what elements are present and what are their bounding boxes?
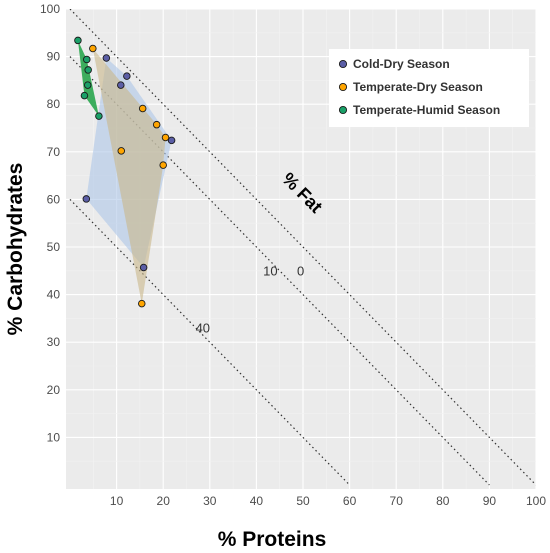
data-point <box>167 136 176 145</box>
data-point <box>138 299 146 308</box>
data-point <box>74 36 82 45</box>
legend-swatch <box>338 105 348 115</box>
data-point <box>138 104 147 113</box>
y-tick-label: 30 <box>47 335 61 349</box>
y-tick-label: 100 <box>40 2 60 16</box>
y-tick-label: 70 <box>47 145 61 159</box>
y-tick-label: 60 <box>47 192 61 206</box>
legend-swatch <box>338 82 348 92</box>
data-point <box>139 263 148 272</box>
x-tick-labels: 10 20 30 40 50 60 70 80 90 100 <box>110 494 546 508</box>
hull-2 <box>92 48 166 304</box>
y-tick-labels: 10 20 30 40 50 60 70 80 90 100 <box>40 2 60 444</box>
y-axis-title: % Carbohydrates <box>4 163 27 336</box>
legend-label: Temperate-Humid Season <box>353 103 500 117</box>
data-point <box>89 44 97 53</box>
legend-box <box>329 49 529 127</box>
data-point <box>83 55 91 64</box>
x-tick-label: 10 <box>110 494 124 508</box>
fat-line-label: 40 <box>196 321 210 336</box>
data-point <box>123 72 131 80</box>
x-tick-label: 50 <box>296 494 310 508</box>
x-tick-label: 30 <box>203 494 217 508</box>
data-point <box>84 66 92 74</box>
x-tick-label: 20 <box>157 494 171 508</box>
fat-line-label: 0 <box>297 264 304 279</box>
y-tick-label: 50 <box>47 240 61 254</box>
data-point <box>102 54 111 62</box>
legend-label: Cold-Dry Season <box>353 57 450 71</box>
y-tick-label: 90 <box>47 50 61 64</box>
x-tick-label: 100 <box>526 494 546 508</box>
x-tick-label: 90 <box>483 494 497 508</box>
data-point <box>159 161 167 169</box>
x-tick-label: 40 <box>250 494 264 508</box>
y-tick-label: 40 <box>47 288 61 302</box>
data-point <box>82 195 91 203</box>
x-axis-title: % Proteins <box>218 528 327 551</box>
data-point <box>80 91 89 100</box>
data-point <box>95 112 103 120</box>
fat-line-label: 10 <box>263 264 277 279</box>
legend-label: Temperate-Dry Season <box>353 80 483 94</box>
legend: Cold-Dry Season Temperate-Dry Season Tempe… <box>329 49 529 127</box>
data-points <box>74 36 176 308</box>
data-point <box>152 120 161 129</box>
fat-line-labels: 0 10 40 <box>196 264 305 336</box>
x-tick-label: 70 <box>390 494 404 508</box>
fat-line <box>69 9 536 486</box>
data-point <box>161 133 170 142</box>
y-tick-label: 20 <box>47 383 61 397</box>
legend-swatch <box>338 59 348 69</box>
data-point <box>117 81 125 89</box>
x-tick-label: 60 <box>343 494 357 508</box>
data-point <box>83 81 92 89</box>
y-tick-label: 80 <box>47 97 61 111</box>
data-point <box>117 147 126 155</box>
y-tick-label: 10 <box>47 430 61 444</box>
x-tick-label: 80 <box>436 494 450 508</box>
fat-line <box>69 198 351 486</box>
